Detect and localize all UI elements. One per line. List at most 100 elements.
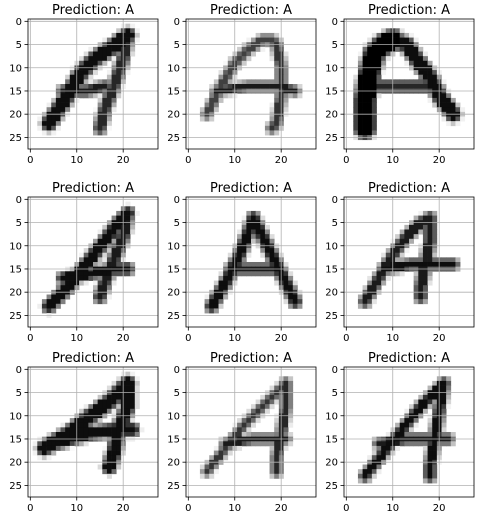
x-tick-label: 0	[185, 155, 191, 166]
axes-frame	[27, 196, 159, 328]
subplot-panel: Prediction: A 0 10 20 0 5 10 15 20 25	[9, 351, 159, 514]
y-tick-label: 15	[325, 86, 338, 97]
subplot-panel: Prediction: A 0 10 20 0 5 10 15 20 25	[167, 351, 317, 514]
subplot-panel: Prediction: A 0 10 20 0 5 10 15 20 25	[9, 181, 159, 344]
y-tick-label: 20	[325, 458, 338, 469]
y-tick-label: 20	[167, 110, 180, 121]
grid-lines	[344, 197, 474, 327]
subplot-title: Prediction: A	[52, 3, 134, 18]
grid-lines	[344, 367, 474, 497]
digit-image	[199, 32, 303, 136]
subplot-title: Prediction: A	[368, 181, 450, 196]
y-tick-label: 0	[16, 365, 22, 376]
y-tick-label: 25	[167, 133, 180, 144]
x-tick-label: 10	[228, 155, 241, 166]
digit-image	[37, 23, 140, 136]
y-tick-label: 25	[9, 311, 22, 322]
x-tick-label: 20	[275, 503, 288, 514]
subplot-title: Prediction: A	[210, 181, 292, 196]
grid-lines	[28, 367, 158, 497]
grid-lines	[28, 19, 158, 149]
subplot-panel: Prediction: A 0 10 20 0 5 10 15 20 25	[167, 3, 317, 166]
y-tick-label: 5	[332, 388, 338, 399]
axes-frame	[343, 366, 475, 498]
y-tick-label: 20	[167, 288, 180, 299]
axes-frame	[185, 196, 317, 328]
y-tick-label: 0	[16, 195, 22, 206]
y-tick-label: 10	[9, 63, 22, 74]
grid-lines	[186, 19, 316, 149]
y-tick-label: 10	[325, 63, 338, 74]
axes-frame	[185, 18, 317, 150]
y-tick-label: 25	[167, 481, 180, 492]
subplot-title: Prediction: A	[52, 181, 134, 196]
y-tick-label: 5	[16, 388, 22, 399]
x-tick-label: 0	[27, 333, 33, 344]
y-tick-label: 15	[167, 86, 180, 97]
y-tick-label: 20	[325, 110, 338, 121]
x-tick-label: 10	[228, 333, 241, 344]
subplot-panel: Prediction: A 0 10 20 0 5 10 15 20 25	[325, 351, 475, 514]
y-tick-label: 10	[167, 241, 180, 252]
digit-image	[37, 201, 140, 319]
y-tick-label: 15	[325, 434, 338, 445]
y-tick-label: 25	[9, 481, 22, 492]
subplot-panel: Prediction: A 0 10 20 0 5 10 15 20 25	[9, 3, 159, 166]
y-tick-label: 5	[174, 40, 180, 51]
y-tick-label: 5	[174, 218, 180, 229]
subplot-panel: Prediction: A 0 10 20 0 5 10 15 20 25	[167, 181, 317, 344]
y-tick-label: 25	[325, 133, 338, 144]
x-tick-label: 0	[27, 155, 33, 166]
y-tick-label: 10	[9, 411, 22, 422]
x-tick-label: 20	[433, 503, 446, 514]
x-tick-label: 10	[386, 503, 399, 514]
subplot-panel: Prediction: A 0 10 20 0 5 10 15 20 25	[325, 3, 475, 166]
x-tick-label: 0	[343, 155, 349, 166]
x-tick-label: 10	[70, 503, 83, 514]
y-tick-label: 25	[167, 311, 180, 322]
y-tick-label: 0	[174, 195, 180, 206]
digit-image	[199, 376, 294, 479]
y-tick-label: 0	[332, 17, 338, 28]
grid-lines	[28, 197, 158, 327]
y-tick-label: 20	[9, 110, 22, 121]
y-tick-label: 5	[16, 40, 22, 51]
axes-frame	[185, 366, 317, 498]
y-tick-label: 15	[9, 86, 22, 97]
x-tick-label: 20	[117, 155, 130, 166]
x-tick-label: 20	[275, 155, 288, 166]
y-tick-label: 10	[325, 241, 338, 252]
x-tick-label: 20	[275, 333, 288, 344]
x-tick-label: 10	[70, 155, 83, 166]
subplot-title: Prediction: A	[210, 3, 292, 18]
y-tick-label: 10	[167, 63, 180, 74]
y-tick-label: 15	[325, 264, 338, 275]
y-tick-label: 5	[16, 218, 22, 229]
subplot-title: Prediction: A	[210, 351, 292, 366]
x-tick-label: 20	[117, 333, 130, 344]
x-tick-label: 10	[70, 333, 83, 344]
y-tick-label: 5	[332, 218, 338, 229]
axes-frame	[343, 196, 475, 328]
y-tick-label: 0	[16, 17, 22, 28]
axes-frame	[343, 18, 475, 150]
grid-lines	[186, 367, 316, 497]
x-tick-label: 10	[386, 333, 399, 344]
subplot-title: Prediction: A	[368, 351, 450, 366]
y-tick-label: 20	[325, 288, 338, 299]
y-tick-label: 0	[174, 365, 180, 376]
y-tick-label: 5	[332, 40, 338, 51]
y-tick-label: 20	[9, 288, 22, 299]
x-tick-label: 10	[386, 155, 399, 166]
y-tick-label: 20	[167, 458, 180, 469]
y-tick-label: 15	[167, 434, 180, 445]
x-tick-label: 20	[433, 155, 446, 166]
x-tick-label: 0	[185, 333, 191, 344]
digit-image	[32, 371, 145, 479]
y-tick-label: 0	[332, 365, 338, 376]
x-tick-label: 0	[27, 503, 33, 514]
digit-image	[204, 210, 303, 314]
y-tick-label: 15	[9, 264, 22, 275]
y-tick-label: 15	[9, 434, 22, 445]
